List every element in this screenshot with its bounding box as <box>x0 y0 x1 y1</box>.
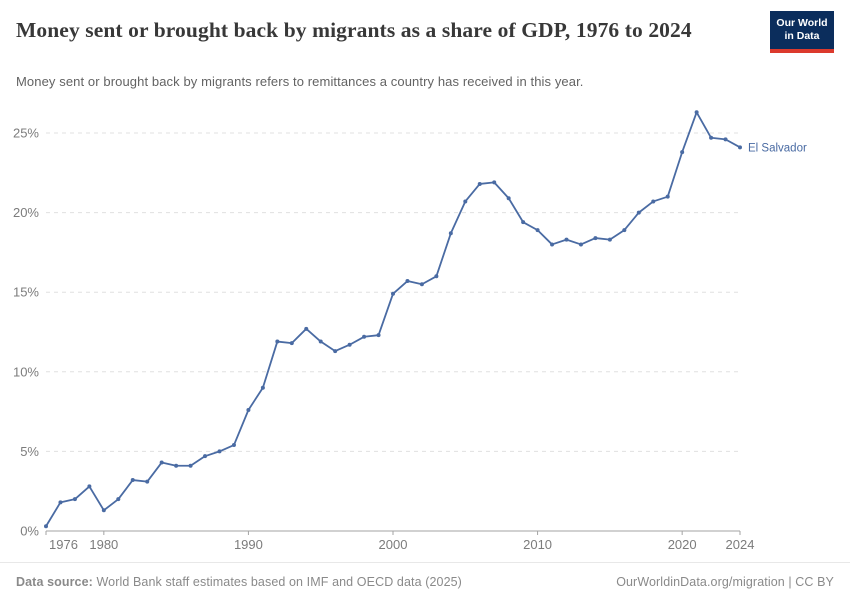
chart-title: Money sent or brought back by migrants a… <box>16 18 692 42</box>
data-point[interactable] <box>391 291 395 296</box>
data-point[interactable] <box>260 385 265 390</box>
data-point[interactable] <box>362 334 367 339</box>
data-point[interactable] <box>231 443 236 448</box>
data-point[interactable] <box>275 339 280 344</box>
data-point[interactable] <box>607 237 612 242</box>
y-axis-label: 20% <box>13 205 39 220</box>
data-point[interactable] <box>159 460 164 465</box>
data-point[interactable] <box>333 349 338 354</box>
data-point[interactable] <box>217 449 222 454</box>
owid-logo: Our World in Data <box>770 11 834 53</box>
credit-line: OurWorldinData.org/migration | CC BY <box>616 574 834 589</box>
data-point[interactable] <box>680 150 685 155</box>
x-axis-label: 2024 <box>726 537 755 552</box>
data-point[interactable] <box>188 463 193 468</box>
data-point[interactable] <box>405 279 410 284</box>
y-axis-label: 5% <box>20 444 39 459</box>
y-axis-label: 25% <box>13 126 39 141</box>
data-point[interactable] <box>506 196 511 201</box>
y-axis-label: 10% <box>13 364 39 379</box>
data-point[interactable] <box>318 339 323 344</box>
data-point[interactable] <box>535 228 540 233</box>
data-point[interactable] <box>87 484 92 489</box>
data-point[interactable] <box>564 237 569 242</box>
data-point[interactable] <box>738 145 742 150</box>
data-point[interactable] <box>203 454 208 459</box>
data-point[interactable] <box>448 231 453 236</box>
x-axis-label: 2010 <box>523 537 552 552</box>
data-point[interactable] <box>58 500 63 505</box>
data-point[interactable] <box>434 274 439 279</box>
x-axis-label: 2020 <box>668 537 697 552</box>
data-point[interactable] <box>477 181 482 186</box>
y-axis-label: 15% <box>13 285 39 300</box>
data-point[interactable] <box>723 137 728 142</box>
x-axis-label: 1980 <box>89 537 118 552</box>
owid-logo-line1: Our World <box>776 16 828 29</box>
data-point[interactable] <box>419 282 424 287</box>
chart-footer: Data source: World Bank staff estimates … <box>0 562 850 600</box>
data-point[interactable] <box>492 180 497 185</box>
owid-logo-line2: in Data <box>784 30 820 42</box>
data-point[interactable] <box>347 342 352 347</box>
data-point[interactable] <box>246 408 251 413</box>
data-point[interactable] <box>376 333 381 338</box>
data-source-label: Data source: <box>16 574 93 589</box>
data-point[interactable] <box>521 220 526 225</box>
data-point[interactable] <box>101 508 106 513</box>
data-point[interactable] <box>130 478 135 483</box>
data-point[interactable] <box>651 199 656 204</box>
data-point[interactable] <box>174 463 179 468</box>
chart-header: Money sent or brought back by migrants a… <box>16 11 834 53</box>
x-axis-label: 1990 <box>234 537 263 552</box>
data-point[interactable] <box>116 497 121 502</box>
data-point[interactable] <box>304 326 309 331</box>
data-point[interactable] <box>463 199 468 204</box>
chart-subtitle: Money sent or brought back by migrants r… <box>16 74 584 89</box>
data-point[interactable] <box>72 497 77 502</box>
x-axis-label: 2000 <box>379 537 408 552</box>
data-point[interactable] <box>289 341 294 346</box>
line-chart: 0% 5% 10% 15% 20% 25% 1976 1980 1990 2000 2010 2020… <box>13 110 807 552</box>
series-entity-label[interactable]: El Salvador <box>748 142 807 154</box>
data-point[interactable] <box>636 210 641 215</box>
data-source: Data source: World Bank staff estimates … <box>16 575 462 589</box>
data-point[interactable] <box>694 110 699 115</box>
data-point[interactable] <box>593 236 598 241</box>
data-source-text: World Bank staff estimates based on IMF … <box>92 574 462 589</box>
data-point[interactable] <box>578 242 583 247</box>
data-point[interactable] <box>709 135 714 140</box>
data-point[interactable] <box>145 479 150 484</box>
data-point[interactable] <box>44 524 48 529</box>
data-point[interactable] <box>665 194 670 199</box>
x-axis-label: 1976 <box>49 537 78 552</box>
y-axis-label: 0% <box>20 524 39 539</box>
data-point[interactable] <box>550 242 555 247</box>
series-line[interactable] <box>45 111 741 528</box>
data-point[interactable] <box>622 228 627 233</box>
